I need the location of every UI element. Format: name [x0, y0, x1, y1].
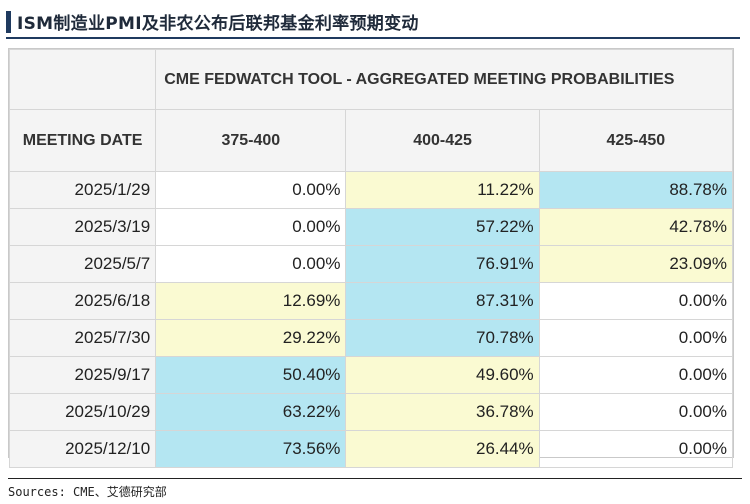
title-bar: ISM制造业PMI及非农公布后联邦基金利率预期变动	[6, 6, 740, 39]
probability-cell-425-450: 42.78%	[538, 208, 734, 246]
probability-cell-400-425: 76.91%	[345, 245, 540, 283]
meeting-date-cell: 2025/12/10	[8, 430, 157, 468]
probability-cell-375-400: 0.00%	[155, 245, 347, 283]
meeting-date-cell: 2025/3/19	[8, 208, 157, 246]
meeting-date-cell: 2025/10/29	[8, 393, 157, 431]
probability-cell-425-450: 88.78%	[538, 171, 734, 209]
meeting-date-cell: 2025/7/30	[8, 319, 157, 357]
probability-cell-400-425: 11.22%	[345, 171, 540, 209]
probability-cell-425-450: 0.00%	[538, 319, 734, 357]
probability-cell-375-400: 50.40%	[155, 356, 347, 394]
table-row: 2025/10/29 63.22% 36.78% 0.00%	[8, 393, 734, 431]
meeting-date-cell: 2025/9/17	[8, 356, 157, 394]
probability-cell-375-400: 29.22%	[155, 319, 347, 357]
probability-cell-400-425: 70.78%	[345, 319, 540, 357]
column-header-400-425: 400-425	[345, 109, 540, 172]
table-row: 2025/6/18 12.69% 87.31% 0.00%	[8, 282, 734, 320]
probability-cell-425-450: 0.00%	[538, 282, 734, 320]
probability-cell-425-450: 0.00%	[538, 356, 734, 394]
probability-cell-375-400: 0.00%	[155, 208, 347, 246]
probability-cell-400-425: 87.31%	[345, 282, 540, 320]
column-header-425-450: 425-450	[538, 109, 734, 172]
table-row: 2025/1/29 0.00% 11.22% 88.78%	[8, 171, 734, 209]
corner-cell	[8, 49, 157, 110]
probability-cell-375-400: 73.56%	[155, 430, 347, 468]
probability-cell-425-450: 23.09%	[538, 245, 734, 283]
probability-cell-375-400: 63.22%	[155, 393, 347, 431]
table-row: 2025/12/10 73.56% 26.44% 0.00%	[8, 430, 734, 468]
page-title: ISM制造业PMI及非农公布后联邦基金利率预期变动	[17, 14, 419, 34]
meeting-date-header: MEETING DATE	[8, 109, 157, 172]
probability-cell-400-425: 26.44%	[345, 430, 540, 468]
fedwatch-probability-table: CME FEDWATCH TOOL - AGGREGATED MEETING P…	[8, 49, 734, 468]
column-header-row: MEETING DATE 375-400 400-425 425-450	[8, 109, 734, 172]
meeting-date-cell: 2025/5/7	[8, 245, 157, 283]
table-body: 2025/1/29 0.00% 11.22% 88.78% 2025/3/19 …	[8, 171, 734, 468]
source-note: Sources: CME、艾德研究部	[8, 478, 742, 500]
probability-cell-400-425: 57.22%	[345, 208, 540, 246]
probability-cell-400-425: 36.78%	[345, 393, 540, 431]
table-row: 2025/3/19 0.00% 57.22% 42.78%	[8, 208, 734, 246]
meeting-date-cell: 2025/1/29	[8, 171, 157, 209]
probability-table-frame: CME FEDWATCH TOOL - AGGREGATED MEETING P…	[8, 48, 734, 468]
column-header-375-400: 375-400	[155, 109, 347, 172]
table-row: 2025/5/7 0.00% 76.91% 23.09%	[8, 245, 734, 283]
table-row: 2025/9/17 50.40% 49.60% 0.00%	[8, 356, 734, 394]
probability-cell-375-400: 0.00%	[155, 171, 347, 209]
title-accent-bar	[6, 10, 11, 33]
banner-row: CME FEDWATCH TOOL - AGGREGATED MEETING P…	[8, 49, 733, 110]
probability-cell-400-425: 49.60%	[345, 356, 540, 394]
probability-cell-425-450: 0.00%	[538, 430, 734, 468]
table-row: 2025/7/30 29.22% 70.78% 0.00%	[8, 319, 734, 357]
meeting-date-cell: 2025/6/18	[8, 282, 157, 320]
table-banner: CME FEDWATCH TOOL - AGGREGATED MEETING P…	[155, 49, 733, 110]
probability-cell-425-450: 0.00%	[538, 393, 734, 431]
probability-cell-375-400: 12.69%	[155, 282, 347, 320]
